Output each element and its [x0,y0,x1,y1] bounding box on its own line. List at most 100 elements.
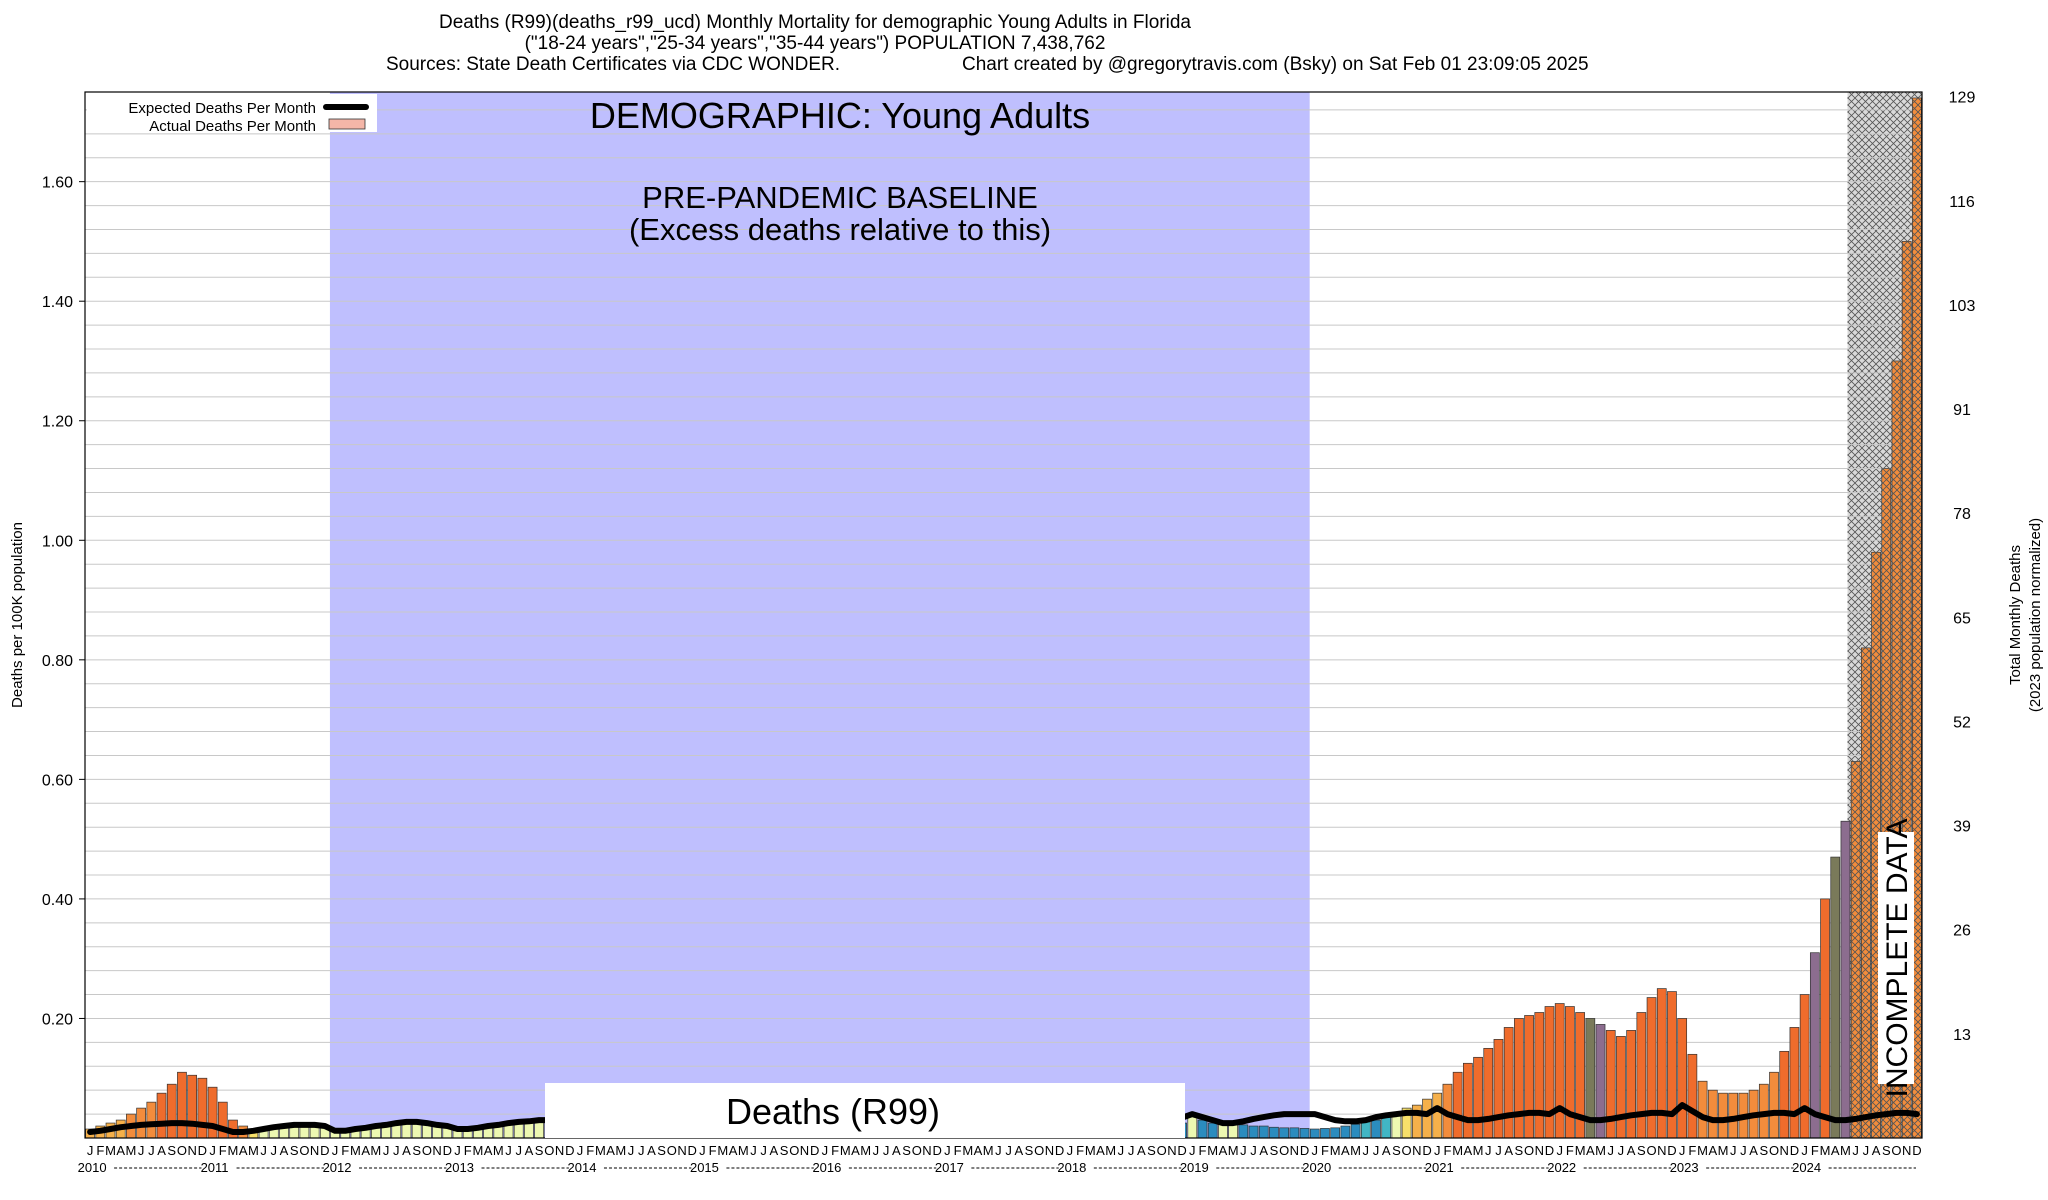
x-month-label: A [1464,1143,1473,1158]
bar-incomplete-hatch [1861,647,1871,1138]
x-month-label: J [1485,1143,1492,1158]
legend-label-actual: Actual Deaths Per Month [149,118,316,135]
x-month-label: M [1840,1143,1851,1158]
bar-incomplete-hatch [1881,468,1891,1138]
x-month-label: A [1749,1143,1758,1158]
baseline-label: PRE-PANDEMIC BASELINE [642,180,1038,215]
x-month-label: J [138,1143,145,1158]
x-month-label: N [677,1143,686,1158]
x-month-label: J [750,1143,757,1158]
x-month-label: J [454,1143,461,1158]
x-month-label: D [320,1143,329,1158]
x-month-label: M [1595,1143,1606,1158]
x-month-label: O [1402,1143,1412,1158]
legend-swatch-actual [328,118,366,130]
x-month-label: D [1790,1143,1799,1158]
x-month-label: J [1495,1143,1502,1158]
bar-actual [1524,1015,1534,1139]
bar-actual [197,1077,208,1139]
bar-actual [207,1086,218,1139]
x-month-label: A [1219,1143,1228,1158]
x-month-label: J [577,1143,584,1158]
x-month-label: J [760,1143,767,1158]
bar-actual [1360,1121,1371,1139]
x-year-label: 2018 [1057,1160,1086,1175]
bar-actual [156,1092,167,1139]
bar-incomplete-hatch [1912,97,1922,1138]
x-month-label: O [299,1143,309,1158]
x-month-label: J [1005,1143,1012,1158]
x-month-label: A [1137,1143,1146,1158]
x-year-label: 2022 [1547,1160,1576,1175]
x-month-label: M [1228,1143,1239,1158]
x-month-label: M [983,1143,994,1158]
x-month-label: J [1240,1143,1247,1158]
x-month-label: M [1718,1143,1729,1158]
x-month-label: J [1363,1143,1370,1158]
x-year-label: 2016 [812,1160,841,1175]
x-month-label: J [1679,1143,1686,1158]
x-month-label: J [148,1143,155,1158]
incomplete-label: INCOMPLETE DATA [1881,819,1914,1098]
bar-actual [1565,1006,1575,1139]
bar-actual [1840,820,1851,1139]
x-month-label: A [402,1143,411,1158]
y-tick-label: 0.20 [42,1011,73,1028]
x-month-label: J [883,1143,890,1158]
bar-actual [1330,1127,1341,1139]
x-month-label: N [1290,1143,1299,1158]
x-month-label: M [840,1143,851,1158]
x-month-label: J [383,1143,390,1158]
x-month-label: M [1452,1143,1463,1158]
x-month-label: O [1891,1143,1901,1158]
x-month-label: J [628,1143,635,1158]
right-tick-label: 116 [1949,194,1975,211]
x-month-label: O [544,1143,554,1158]
bar-actual [1258,1125,1269,1139]
x-month-label: D [1912,1143,1921,1158]
x-month-label: J [1801,1143,1808,1158]
bar-actual [1289,1127,1300,1139]
x-month-label: O [1769,1143,1779,1158]
x-month-label: D [198,1143,207,1158]
x-month-label: F [1443,1143,1451,1158]
x-month-label: A [974,1143,983,1158]
bar-actual [1697,1080,1708,1139]
x-month-label: M [738,1143,749,1158]
x-month-label: A [770,1143,779,1158]
y-tick-label: 1.60 [42,175,73,192]
bar-actual [1677,1018,1688,1139]
bar-actual [1483,1047,1494,1139]
bar-incomplete-hatch [1902,241,1912,1138]
bar-actual [1820,898,1830,1139]
legend-label-expected: Expected Deaths Per Month [128,100,316,117]
bar-actual [1422,1098,1432,1139]
x-month-label: J [1863,1143,1870,1158]
x-month-label: D [1667,1143,1676,1158]
x-month-label: N [1902,1143,1911,1158]
cause-box-label: Deaths (R99) [726,1091,940,1132]
x-month-label: F [1321,1143,1329,1158]
y-axis-label: Deaths per 100K population [9,522,26,708]
x-month-label: O [667,1143,677,1158]
bar-incomplete-hatch [1851,761,1861,1138]
x-month-label: O [1524,1143,1534,1158]
x-month-label: A [239,1143,248,1158]
bar-actual [1789,1027,1800,1139]
x-month-label: J [944,1143,951,1158]
bar-actual [166,1083,177,1139]
x-month-label: F [464,1143,472,1158]
x-year-label: 2011 [201,1160,229,1175]
x-month-label: O [789,1143,799,1158]
x-month-label: S [535,1143,544,1158]
bar-actual [1707,1089,1718,1139]
right-tick-label: 13 [1953,1027,1971,1044]
x-month-label: O [1646,1143,1656,1158]
baseline-sub-label: (Excess deaths relative to this) [629,212,1051,247]
x-month-label: F [1199,1143,1207,1158]
bar-actual [1381,1116,1392,1139]
x-month-label: O [912,1143,922,1158]
x-month-label: A [606,1143,615,1158]
baseline-band [329,92,1310,1138]
x-month-label: M [1473,1143,1484,1158]
